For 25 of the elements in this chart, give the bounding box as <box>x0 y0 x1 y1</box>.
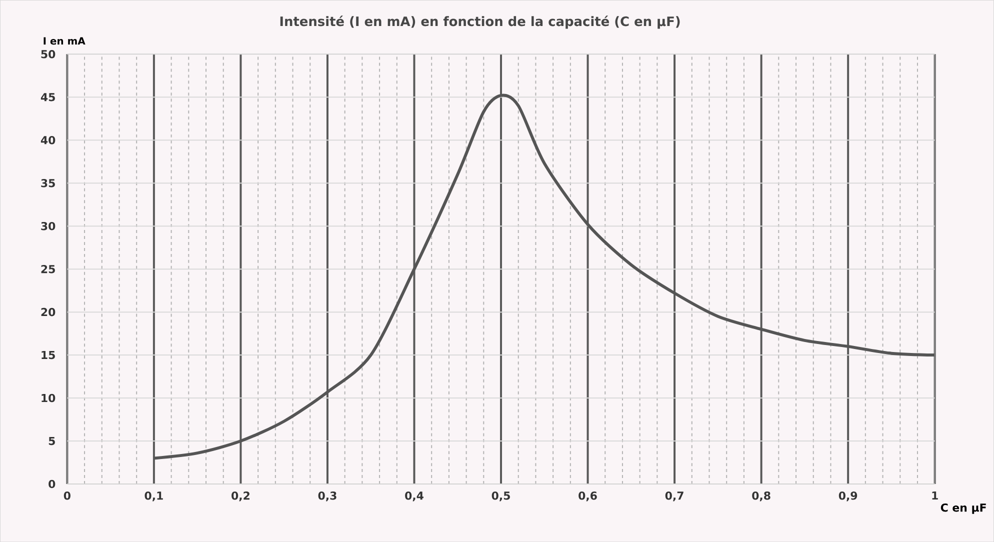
y-tick-label: 20 <box>41 308 56 316</box>
y-tick-label: 15 <box>42 350 55 360</box>
x-tick-label: 0,9 <box>838 491 858 502</box>
x-axis-title: C en µF <box>940 503 986 514</box>
y-tick-label: 10 <box>42 394 56 402</box>
y-tick-label: 40 <box>40 136 56 144</box>
x-tick-label: 0,3 <box>318 491 336 502</box>
x-tick-label: 0,2 <box>232 491 250 502</box>
x-tick-label: 0,8 <box>752 491 770 502</box>
y-tick-label: 45 <box>40 93 55 102</box>
y-axis-title: I en mA <box>44 37 86 45</box>
y-tick-label: 0 <box>48 480 56 488</box>
x-tick-label: 0,5 <box>492 491 510 502</box>
y-tick-label: 50 <box>41 50 56 58</box>
y-tick-label: 30 <box>41 222 56 230</box>
x-tick-label: 0,4 <box>405 491 424 502</box>
chart-title: Intensité (I en mA) en fonction de la capacité (C en µF) <box>280 16 680 29</box>
x-tick-label: 0,1 <box>144 491 163 502</box>
x-tick-label: 0,6 <box>578 491 597 502</box>
y-tick-label: 25 <box>41 264 55 274</box>
x-tick-label: 0 <box>64 491 70 500</box>
y-tick-label: 5 <box>48 436 55 446</box>
x-tick-label: 1 <box>932 491 938 500</box>
y-tick-label: 35 <box>41 178 55 188</box>
x-tick-label: 0,7 <box>665 491 684 502</box>
